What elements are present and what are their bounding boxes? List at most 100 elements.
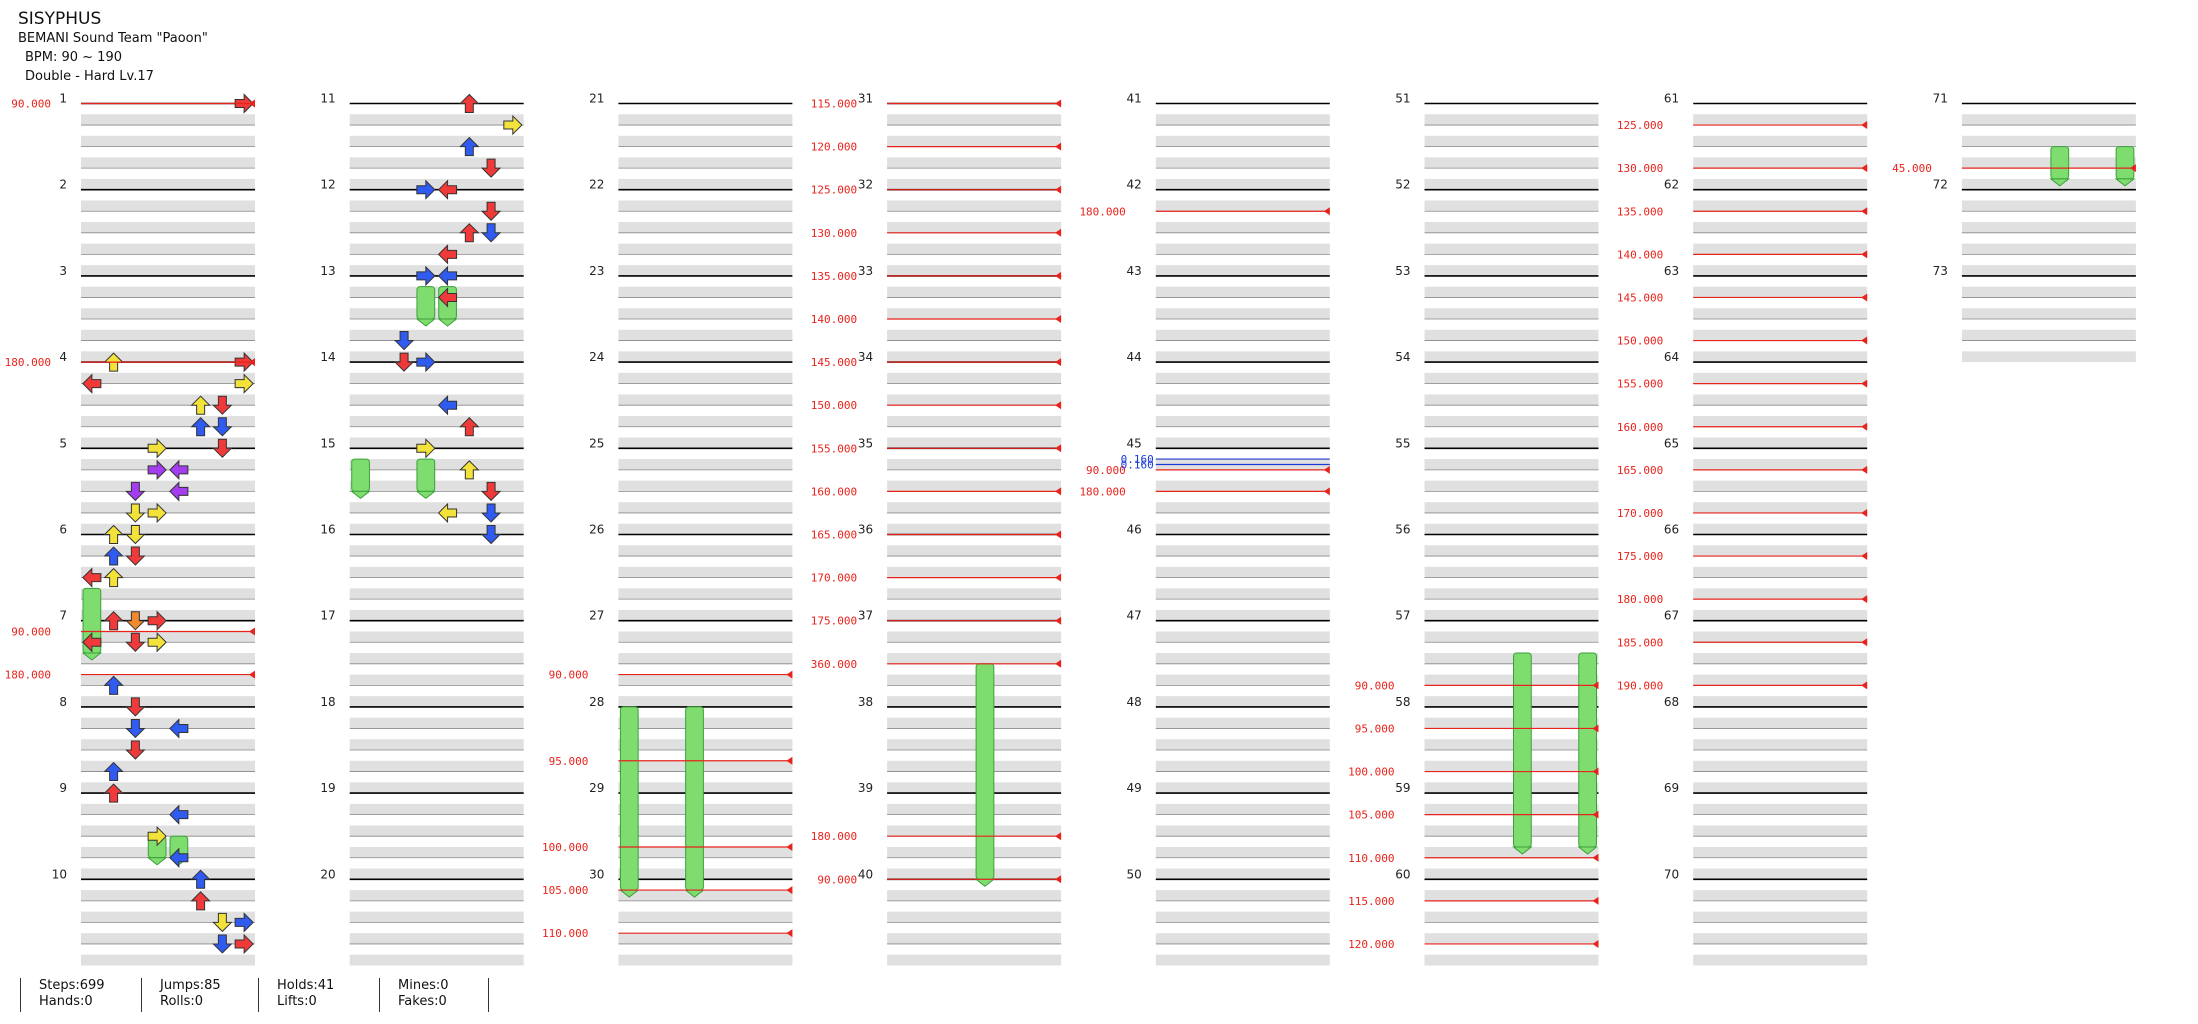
- half-beat-band: [349, 588, 524, 600]
- bpm-marker-right: [786, 886, 793, 895]
- half-beat-band: [1424, 200, 1599, 212]
- bpm-marker-right: [1055, 444, 1062, 453]
- measure-number: 54: [1395, 350, 1410, 364]
- half-beat-band: [1961, 135, 2136, 147]
- hold-note: [416, 458, 436, 492]
- half-beat-band: [1961, 265, 2136, 276]
- measure-number: 8: [59, 695, 67, 709]
- arrow-note: [437, 394, 458, 416]
- bpm-label: 115.000: [1348, 895, 1394, 908]
- half-beat-band: [81, 954, 255, 966]
- half-beat-band: [1424, 653, 1599, 664]
- half-beat-band: [618, 502, 793, 513]
- half-beat-band: [1693, 286, 1868, 298]
- arrow-shape: [393, 352, 415, 372]
- half-beat-band: [81, 135, 255, 147]
- half-beat-band: [81, 502, 255, 513]
- hold-end: [974, 878, 996, 887]
- arrow-note: [103, 524, 124, 544]
- half-beat-band: [887, 545, 1062, 557]
- measure-number: 72: [1933, 178, 1948, 192]
- measure-number: 15: [320, 436, 335, 450]
- half-beat-band: [1693, 178, 1868, 190]
- chart-column: [349, 102, 524, 966]
- stat-fakes: Fakes:0: [398, 994, 447, 1009]
- arrow-note: [169, 481, 189, 502]
- arrow-shape: [437, 394, 458, 416]
- bpm-marker-right: [1055, 573, 1062, 582]
- arrow-note: [393, 331, 415, 351]
- half-beat-band: [1424, 178, 1599, 190]
- measure-number: 9: [59, 781, 67, 795]
- arrow-note: [125, 611, 146, 631]
- arrow-shape: [125, 740, 146, 760]
- half-beat-band: [349, 135, 524, 147]
- half-beat-band: [81, 265, 255, 276]
- half-beat-band: [1155, 890, 1330, 901]
- bpm-label: 125.000: [811, 184, 857, 197]
- half-beat-band: [1155, 135, 1330, 147]
- measure-number: 47: [1127, 609, 1142, 623]
- half-beat-band: [1155, 265, 1330, 276]
- stat-group-holds: Holds:41 Lifts:0: [258, 978, 379, 1012]
- half-beat-band: [1961, 178, 2136, 190]
- half-beat-band: [81, 760, 255, 772]
- measure-number: 66: [1664, 523, 1679, 537]
- bpm-label: 155.000: [811, 442, 857, 455]
- half-beat-band: [1155, 566, 1330, 578]
- half-beat-band: [618, 631, 793, 643]
- measure-number: 41: [1127, 92, 1142, 106]
- half-beat-band: [1693, 372, 1868, 384]
- half-beat-band: [618, 243, 793, 255]
- half-beat-band: [618, 803, 793, 815]
- bpm-label: 150.000: [811, 399, 857, 412]
- stat-group-jumps: Jumps:85 Rolls:0: [141, 978, 258, 1012]
- stat-mines: Mines:0: [398, 978, 449, 993]
- arrow-shape: [125, 481, 146, 502]
- half-beat-band: [618, 566, 793, 578]
- measure-number: 64: [1664, 350, 1679, 364]
- half-beat-band: [887, 329, 1062, 341]
- half-beat-band: [81, 653, 255, 664]
- half-beat-band: [887, 437, 1062, 449]
- half-beat-band: [1424, 243, 1599, 255]
- half-beat-band: [1693, 911, 1868, 923]
- half-beat-band: [1155, 545, 1330, 557]
- half-beat-band: [887, 653, 1062, 664]
- half-beat-band: [349, 954, 524, 966]
- arrow-note: [437, 244, 458, 265]
- measure-number: 7: [59, 609, 67, 623]
- half-beat-band: [618, 415, 793, 427]
- arrow-note: [147, 502, 167, 524]
- arrow-note: [416, 265, 436, 287]
- measure-number: 36: [858, 523, 873, 537]
- bpm-label: 90.000: [817, 873, 857, 886]
- half-beat-band: [1693, 243, 1868, 255]
- measure-number: 6: [59, 523, 67, 537]
- bpm-label: 175.000: [811, 615, 857, 628]
- half-beat-band: [1693, 825, 1868, 837]
- arrow-note: [480, 503, 502, 523]
- half-beat-band: [81, 890, 255, 901]
- half-beat-band: [618, 674, 793, 686]
- measure-number: 18: [320, 695, 335, 709]
- half-beat-band: [349, 265, 524, 276]
- arrow-note: [416, 351, 436, 373]
- bpm-marker-right: [1055, 659, 1062, 668]
- half-beat-band: [1424, 222, 1599, 233]
- bpm-label: 135.000: [811, 270, 857, 283]
- bpm-marker-right: [1055, 530, 1062, 539]
- hold-end: [415, 490, 437, 500]
- arrow-shape: [103, 546, 124, 566]
- measure-number: 40: [858, 867, 873, 881]
- measure-number: 5: [59, 436, 67, 450]
- half-beat-band: [1693, 545, 1868, 557]
- bpm-label: 165.000: [811, 529, 857, 542]
- half-beat-band: [81, 717, 255, 729]
- arrow-shape: [103, 524, 124, 544]
- bpm-label: 185.000: [1617, 636, 1663, 649]
- half-beat-band: [1155, 523, 1330, 535]
- half-beat-band: [1693, 114, 1868, 126]
- half-beat-band: [1693, 480, 1868, 492]
- half-beat-band: [1961, 286, 2136, 298]
